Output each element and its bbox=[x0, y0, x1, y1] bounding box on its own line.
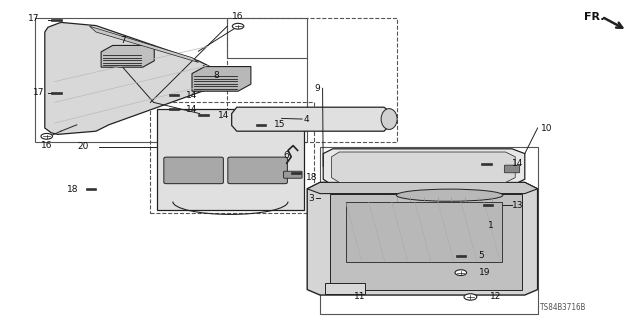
Text: 10: 10 bbox=[541, 124, 552, 132]
Bar bbox=[227, 18, 397, 142]
Polygon shape bbox=[481, 163, 492, 165]
Text: 4: 4 bbox=[304, 115, 310, 124]
Text: FR.: FR. bbox=[584, 12, 604, 22]
Text: TS84B3716B: TS84B3716B bbox=[540, 303, 586, 312]
Text: 9: 9 bbox=[314, 84, 320, 93]
Text: 16: 16 bbox=[41, 141, 52, 150]
Text: 11: 11 bbox=[354, 292, 365, 301]
Text: 14: 14 bbox=[218, 111, 229, 120]
Text: 13: 13 bbox=[512, 201, 524, 210]
Polygon shape bbox=[307, 182, 538, 194]
Polygon shape bbox=[483, 204, 493, 206]
FancyBboxPatch shape bbox=[164, 157, 223, 184]
Polygon shape bbox=[192, 67, 251, 91]
Text: 19: 19 bbox=[479, 268, 490, 277]
Polygon shape bbox=[330, 194, 522, 290]
Text: 17: 17 bbox=[28, 14, 40, 23]
Text: 7: 7 bbox=[121, 36, 126, 45]
Polygon shape bbox=[157, 109, 304, 210]
Ellipse shape bbox=[396, 189, 503, 201]
Bar bbox=[320, 147, 538, 314]
Polygon shape bbox=[101, 45, 154, 67]
FancyBboxPatch shape bbox=[325, 283, 365, 294]
Polygon shape bbox=[456, 255, 466, 257]
Text: 6: 6 bbox=[284, 151, 289, 160]
Bar bbox=[150, 102, 314, 213]
Polygon shape bbox=[323, 149, 525, 186]
FancyBboxPatch shape bbox=[504, 165, 520, 173]
Polygon shape bbox=[307, 182, 538, 295]
Bar bbox=[35, 18, 307, 142]
Text: 15: 15 bbox=[274, 120, 285, 129]
Text: 14: 14 bbox=[186, 105, 197, 114]
Text: 18: 18 bbox=[67, 185, 78, 194]
Circle shape bbox=[41, 133, 52, 139]
Text: 17: 17 bbox=[33, 88, 44, 97]
Polygon shape bbox=[198, 114, 209, 116]
Polygon shape bbox=[51, 92, 62, 94]
Polygon shape bbox=[51, 19, 62, 21]
FancyBboxPatch shape bbox=[385, 193, 514, 236]
Polygon shape bbox=[169, 108, 179, 110]
Polygon shape bbox=[45, 22, 218, 134]
Circle shape bbox=[232, 23, 244, 29]
FancyBboxPatch shape bbox=[228, 157, 287, 184]
Polygon shape bbox=[86, 188, 96, 190]
Text: 16: 16 bbox=[232, 12, 244, 21]
Circle shape bbox=[464, 294, 477, 300]
Polygon shape bbox=[169, 94, 179, 96]
Text: 5: 5 bbox=[479, 252, 484, 260]
Text: 14: 14 bbox=[186, 91, 197, 100]
Polygon shape bbox=[256, 124, 266, 126]
FancyBboxPatch shape bbox=[284, 171, 302, 178]
Text: 18: 18 bbox=[306, 173, 317, 182]
Text: 8: 8 bbox=[214, 71, 219, 80]
Text: 3: 3 bbox=[308, 194, 314, 203]
Circle shape bbox=[455, 270, 467, 276]
Polygon shape bbox=[291, 172, 301, 174]
Polygon shape bbox=[346, 202, 502, 262]
Polygon shape bbox=[232, 107, 390, 131]
Text: 20: 20 bbox=[77, 142, 89, 151]
Text: 14: 14 bbox=[512, 159, 524, 168]
Polygon shape bbox=[332, 152, 515, 182]
Ellipse shape bbox=[381, 109, 397, 130]
Polygon shape bbox=[90, 26, 198, 62]
Text: 1: 1 bbox=[488, 221, 493, 230]
Text: 12: 12 bbox=[490, 292, 501, 301]
